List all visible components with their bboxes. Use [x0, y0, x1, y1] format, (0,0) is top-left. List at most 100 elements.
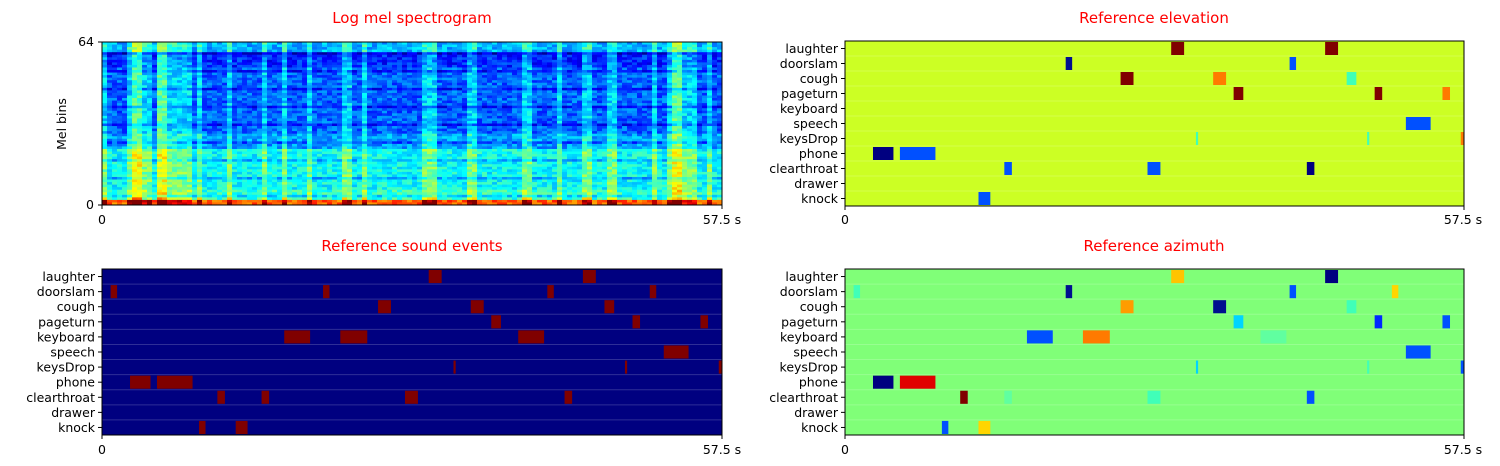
- spectrogram-cell: [662, 57, 668, 61]
- spectrogram-cell: [277, 82, 283, 86]
- spectrogram-cell: [437, 44, 443, 48]
- spectrogram-cell: [607, 110, 613, 114]
- spectrogram-cell: [522, 131, 528, 135]
- spectrogram-cell: [482, 54, 488, 58]
- spectrogram-cell: [247, 141, 253, 145]
- spectrogram-cell: [567, 138, 573, 142]
- spectrogram-cell: [682, 52, 688, 56]
- spectrogram-cell: [687, 59, 693, 63]
- spectrogram-cell: [297, 128, 303, 132]
- spectrogram-cell: [162, 59, 168, 63]
- spectrogram-cell: [257, 103, 263, 107]
- spectrogram-cell: [527, 131, 533, 135]
- spectrogram-cell: [307, 141, 313, 145]
- spectrogram-cell: [327, 123, 333, 127]
- spectrogram-cell: [312, 120, 318, 124]
- spectrogram-cell: [247, 57, 253, 61]
- spectrogram-cell: [517, 103, 523, 107]
- spectrogram-cell: [662, 42, 668, 45]
- spectrogram-cell: [672, 98, 678, 101]
- spectrogram-cell: [512, 59, 518, 63]
- spectrogram-cell: [222, 95, 228, 99]
- spectrogram-cell: [542, 54, 548, 58]
- spectrogram-cell: [157, 59, 163, 63]
- spectrogram-cell: [652, 54, 658, 58]
- spectrogram-cell: [137, 120, 143, 124]
- spectrogram-cell: [137, 62, 143, 66]
- spectrogram-cell: [692, 47, 698, 51]
- spectrogram-cell: [542, 72, 548, 76]
- spectrogram-cell: [697, 67, 703, 71]
- spectrogram-cell: [347, 141, 353, 145]
- spectrogram-cell: [562, 123, 568, 127]
- spectrogram-cell: [667, 133, 673, 137]
- spectrogram-cell: [202, 85, 208, 89]
- spectrogram-cell: [647, 54, 653, 58]
- spectrogram-cell: [372, 75, 378, 79]
- spectrogram-cell: [492, 62, 498, 66]
- spectrogram-cell: [127, 115, 133, 119]
- spectrogram-cell: [262, 100, 268, 104]
- spectrogram-cell: [547, 110, 553, 114]
- spectrogram-cell: [707, 42, 713, 45]
- spectrogram-cell: [412, 103, 418, 107]
- spectrogram-cell: [667, 42, 673, 45]
- spectrogram-cell: [362, 70, 368, 73]
- spectrogram-cell: [657, 120, 663, 124]
- spectrogram-cell: [477, 44, 483, 48]
- spectrogram-cell: [392, 138, 398, 142]
- spectrogram-cell: [227, 115, 233, 119]
- spectrogram-cell: [232, 123, 238, 127]
- spectrogram-cell: [267, 98, 273, 101]
- spectrogram-cell: [137, 126, 143, 129]
- spectrogram-cell: [252, 120, 258, 124]
- spectrogram-cell: [507, 49, 513, 53]
- spectrogram-cell: [642, 57, 648, 61]
- spectrogram-cell: [517, 75, 523, 79]
- spectrogram-cell: [207, 108, 213, 112]
- spectrogram-cell: [352, 57, 358, 61]
- spectrogram-cell: [342, 47, 348, 51]
- spectrogram-cell: [502, 128, 508, 132]
- spectrogram-cell: [712, 59, 718, 63]
- spectrogram-cell: [147, 57, 153, 61]
- spectrogram-cell: [187, 118, 193, 122]
- spectrogram-cell: [552, 100, 558, 104]
- spectrogram-cell: [412, 100, 418, 104]
- spectrogram-cell: [607, 59, 613, 63]
- spectrogram-cell: [177, 67, 183, 71]
- spectrogram-cell: [102, 98, 108, 101]
- spectrogram-cell: [442, 103, 448, 107]
- spectrogram-cell: [522, 54, 528, 58]
- spectrogram-cell: [492, 85, 498, 89]
- spectrogram-cell: [667, 118, 673, 122]
- spectrogram-cell: [327, 120, 333, 124]
- spectrogram-cell: [187, 133, 193, 137]
- spectrogram-cell: [542, 52, 548, 56]
- spectrogram-cell: [202, 133, 208, 137]
- spectrogram-cell: [502, 87, 508, 91]
- spectrogram-cell: [512, 85, 518, 89]
- spectrogram-cell: [612, 98, 618, 101]
- spectrogram-cell: [712, 110, 718, 114]
- spectrogram-cell: [477, 100, 483, 104]
- spectrogram-cell: [487, 82, 493, 86]
- spectrogram-cell: [497, 105, 503, 109]
- spectrogram-cell: [147, 105, 153, 109]
- spectrogram-cell: [117, 80, 123, 84]
- spectrogram-cell: [132, 42, 138, 45]
- spectrogram-cell: [432, 115, 438, 119]
- spectrogram-cell: [702, 138, 708, 142]
- spectrogram-cell: [587, 62, 593, 66]
- spectrogram-cell: [712, 54, 718, 58]
- spectrogram-cell: [582, 49, 588, 53]
- spectrogram-cell: [702, 128, 708, 132]
- spectrogram-cell: [307, 85, 313, 89]
- spectrogram-cell: [512, 92, 518, 96]
- spectrogram-cell: [312, 136, 318, 140]
- spectrogram-cell: [142, 85, 148, 89]
- spectrogram-cell: [322, 67, 328, 71]
- spectrogram-cell: [632, 95, 638, 99]
- spectrogram-cell: [617, 138, 623, 142]
- spectrogram-cell: [357, 85, 363, 89]
